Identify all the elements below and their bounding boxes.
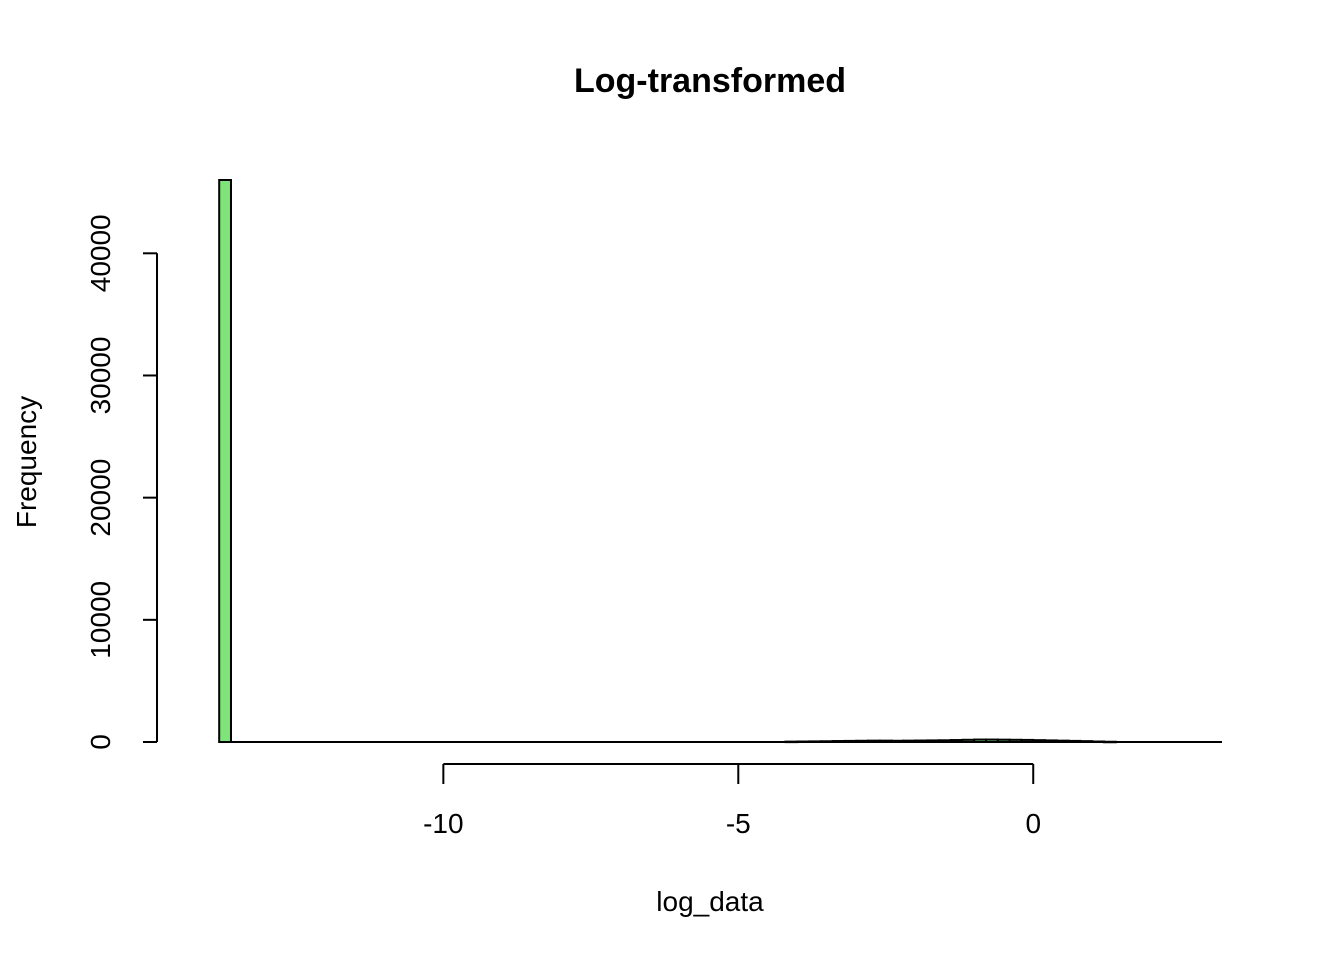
chart-title: Log-transformed (574, 62, 846, 100)
x-tick-label: -5 (726, 808, 751, 839)
y-axis: 0 10000 20000 30000 40000 (85, 214, 158, 750)
x-axis-label: log_data (656, 886, 764, 917)
y-axis-label: Frequency (11, 396, 42, 528)
histogram-bars (218, 179, 1117, 744)
x-tick-label: -10 (423, 808, 463, 839)
y-tick-label: 10000 (85, 581, 116, 659)
histogram-bar (218, 179, 232, 743)
y-tick-label: 30000 (85, 337, 116, 415)
y-tick-label: 0 (85, 734, 116, 750)
y-tick-label: 40000 (85, 214, 116, 292)
x-tick-label: 0 (1025, 808, 1041, 839)
x-axis: -10 -5 0 (423, 763, 1041, 839)
y-tick-label: 20000 (85, 459, 116, 537)
